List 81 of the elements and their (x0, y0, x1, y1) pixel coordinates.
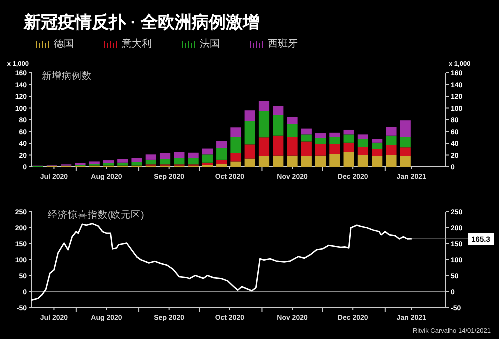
bar (358, 139, 368, 148)
chart-title: 经济惊喜指数(欧元区) (48, 209, 144, 221)
bar (330, 132, 340, 138)
bar (160, 153, 171, 160)
bar (358, 155, 368, 167)
bar (273, 106, 284, 116)
legend-label: 法国 (200, 38, 220, 50)
bar (160, 159, 171, 165)
bar (301, 156, 312, 167)
bar (344, 142, 354, 152)
bar (287, 117, 298, 124)
bar (344, 152, 354, 167)
bar (287, 124, 298, 138)
bar (330, 144, 340, 154)
bar (315, 138, 326, 144)
bar (103, 163, 114, 166)
bar (386, 155, 397, 167)
bar (216, 141, 228, 148)
bar (301, 134, 312, 142)
bar (244, 144, 256, 159)
bar (386, 136, 397, 146)
bar (202, 154, 213, 163)
bar (202, 148, 213, 155)
bar (287, 137, 298, 156)
bar (400, 137, 411, 148)
bar (188, 158, 199, 165)
bar (89, 162, 100, 164)
legend-label: 德国 (54, 39, 74, 50)
bar (273, 115, 284, 136)
bar (301, 128, 312, 135)
bar (358, 134, 368, 140)
bar (118, 159, 128, 163)
chart-subtitle: 新增病例数 (42, 70, 92, 82)
bar (372, 156, 383, 167)
bar (258, 156, 270, 167)
bar (216, 160, 228, 164)
bar (188, 152, 199, 158)
bar (273, 136, 284, 156)
bar (216, 164, 228, 167)
bar (301, 142, 312, 156)
bar (315, 144, 326, 156)
bar (230, 153, 242, 162)
bar (216, 148, 228, 160)
bar (372, 139, 383, 143)
bar (358, 147, 368, 156)
bar (230, 137, 242, 154)
bar (258, 111, 270, 138)
chart-title: 新冠疫情反扑 · 全欧洲病例激增 (23, 13, 260, 32)
legend-label: 西班牙 (268, 38, 298, 50)
bar (146, 160, 156, 165)
bar (344, 130, 354, 135)
bar (132, 162, 142, 166)
bar (315, 156, 326, 167)
bar (244, 158, 256, 167)
bar (344, 134, 354, 143)
bar (315, 134, 326, 138)
bar (258, 138, 270, 156)
bar (273, 156, 284, 167)
bar (372, 142, 383, 150)
bar (132, 158, 142, 162)
bar (103, 160, 114, 164)
bar (330, 154, 340, 167)
bar (372, 149, 383, 156)
bar (400, 156, 411, 167)
bar (230, 162, 242, 167)
bar (230, 128, 242, 138)
bar (287, 156, 298, 167)
bar (174, 158, 185, 165)
bar (244, 121, 256, 145)
legend-label: 意大利 (121, 38, 152, 50)
bar (400, 148, 411, 156)
bar (244, 110, 256, 122)
bar (118, 162, 128, 166)
bar (146, 154, 156, 160)
bar (386, 127, 397, 136)
bar (386, 145, 397, 156)
bar (400, 120, 411, 138)
bar (330, 137, 340, 144)
line-series (31, 223, 412, 302)
bar (258, 101, 270, 112)
bar (174, 152, 185, 158)
